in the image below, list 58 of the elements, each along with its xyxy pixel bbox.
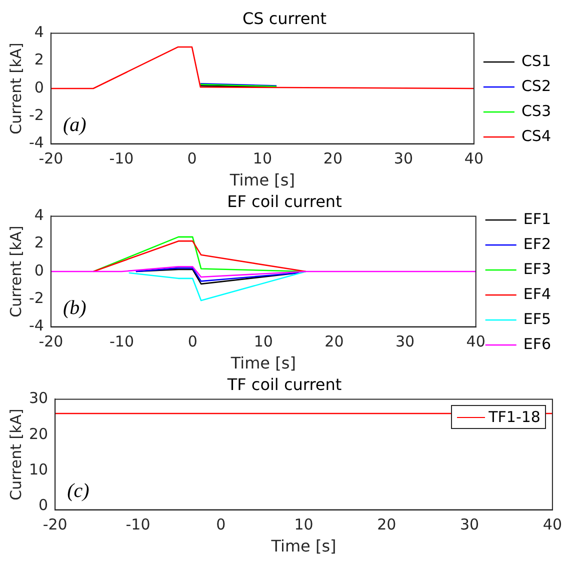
y-tick-label: -2 [28,106,44,124]
y-tick-label: -2 [28,289,44,308]
x-tick-label: 30 [394,150,414,168]
legend-label: TF1-18 [488,407,540,428]
x-tick-label: -20 [38,150,64,168]
y-tick-label: 2 [34,50,44,69]
legend-label: CS3 [521,102,552,120]
chart-title: EF coil current [227,192,342,211]
y-axis-title: Current [kA] [6,226,25,318]
legend-label: EF1 [523,210,552,228]
y-tick-label: 4 [34,206,44,224]
y-tick-label: 2 [34,234,44,252]
x-tick-label: 20 [377,516,396,534]
y-tick-label: 0 [34,78,44,96]
legend-label: EF6 [523,334,552,353]
x-tick-label: 10 [254,332,273,351]
chart-title: CS current [242,8,327,28]
x-tick-label: 0 [187,150,197,168]
x-tick-label: 10 [252,150,272,168]
annotation: (c) [67,480,90,502]
x-tick-label: 40 [466,332,486,351]
y-tick-label: 0 [38,496,48,514]
x-tick-label: -10 [109,150,134,168]
y-tick-label: 20 [28,424,48,443]
chart-title: TF coil current [226,374,342,394]
x-tick-label: 10 [294,516,314,534]
x-tick-label: -10 [110,332,134,351]
legend-label: CS1 [521,52,552,70]
x-tick-label: -10 [126,516,150,534]
x-tick-label: -20 [38,332,64,351]
y-tick-label: 4 [34,23,44,42]
x-tick-label: 40 [464,150,484,168]
x-axis-title: Time [s] [228,170,295,190]
x-tick-label: 30 [460,516,480,534]
x-axis-title: Time [s] [230,354,296,373]
annotation: (a) [62,114,87,136]
legend-label: EF5 [523,310,552,328]
x-tick-label: 0 [188,332,198,351]
x-tick-label: 20 [324,332,344,351]
legend-label: EF2 [523,234,552,253]
x-tick-label: 0 [216,516,226,534]
legend-label: CS4 [521,126,552,145]
x-tick-label: 30 [395,332,415,351]
legend-label: EF3 [523,260,552,278]
y-axis-title: Current [kA] [6,42,25,134]
y-tick-label: -4 [28,134,44,152]
y-tick-label: 0 [34,261,44,280]
y-tick-label: 30 [28,389,48,408]
y-tick-label: 10 [28,460,48,478]
annotation: (b) [62,297,87,320]
legend-label: CS2 [521,76,552,95]
x-tick-label: 20 [323,150,343,168]
x-tick-label: 40 [542,516,562,534]
x-axis-title: Time [s] [270,536,336,556]
x-tick-label: -20 [42,516,68,534]
y-axis-title: Current [kA] [6,408,25,500]
legend-label: EF4 [523,284,552,303]
y-tick-label: -4 [28,316,44,335]
